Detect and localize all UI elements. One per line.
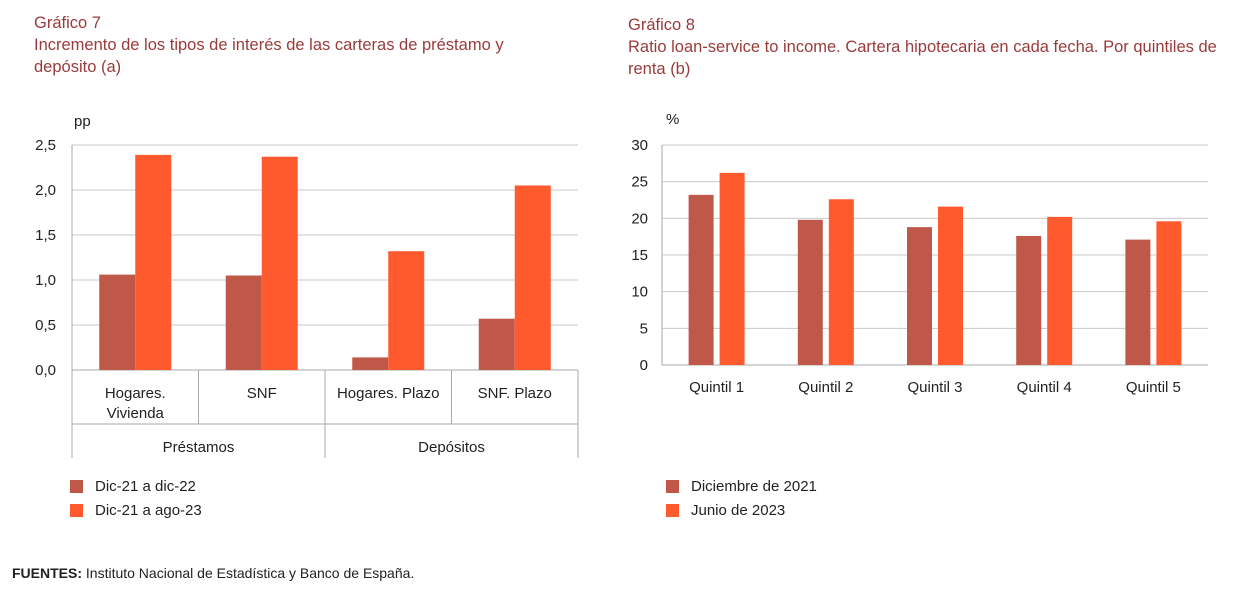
legend-label: Dic-21 a dic-22	[95, 477, 196, 495]
bar	[478, 318, 515, 370]
bar	[514, 185, 551, 370]
bar	[135, 154, 172, 370]
bar-chart-8: 0 5 10 15 20 25 30% Quintil 1 Quintil 2 Quintil 3…	[631, 111, 1208, 396]
bar	[688, 194, 714, 365]
chart-panel-8: Gráfico 8 Ratio loan-service to income. …	[620, 0, 1260, 540]
sources-label: FUENTES:	[12, 565, 82, 581]
y-tick-label: 15	[631, 247, 648, 264]
chart-title-text: Incremento de los tipos de interés de la…	[34, 36, 504, 76]
bar	[907, 227, 932, 365]
bar	[797, 219, 823, 365]
legend-swatch	[70, 503, 83, 517]
chart-title-7: Gráfico 7 Incremento de los tipos de int…	[34, 12, 554, 78]
legend-label: Junio de 2023	[691, 501, 786, 519]
chart-title-8: Gráfico 8 Ratio loan-service to income. …	[628, 14, 1228, 80]
x-tick-label: Quintil 2	[798, 379, 853, 396]
x-tick-label: Vivienda	[107, 405, 165, 422]
y-tick-label: 25	[631, 174, 648, 191]
y-tick-label: 20	[631, 210, 648, 227]
x-tick-label: Quintil 1	[689, 379, 744, 396]
bar	[388, 251, 425, 370]
bar	[352, 357, 389, 370]
y-axis-unit: pp	[74, 113, 91, 130]
legend-7: Dic-21 a dic-22 Dic-21 a ago-23	[70, 474, 202, 522]
legend-item: Dic-21 a dic-22	[70, 474, 202, 498]
legend-label: Diciembre de 2021	[691, 477, 817, 495]
x-tick-label: Quintil 3	[907, 379, 962, 396]
bar	[99, 274, 136, 370]
legend-swatch	[666, 479, 679, 493]
legend-8: Diciembre de 2021 Junio de 2023	[666, 474, 817, 522]
y-tick-label: 1,5	[35, 227, 56, 244]
x-tick-label: Quintil 5	[1126, 379, 1181, 396]
y-tick-label: 0,0	[35, 362, 56, 379]
y-tick-label: 1,0	[35, 272, 56, 289]
bar	[938, 206, 963, 365]
bar	[828, 199, 854, 365]
x-tick-label: Quintil 4	[1017, 379, 1072, 396]
y-tick-label: 2,5	[35, 137, 56, 154]
y-tick-label: 10	[631, 284, 648, 301]
chart-number: Gráfico 7	[34, 14, 101, 32]
bar	[1156, 221, 1182, 365]
y-axis-unit: %	[666, 111, 679, 128]
x-tick-label: Hogares.	[105, 385, 166, 402]
y-tick-label: 0	[640, 357, 648, 374]
x-tick-label: SNF. Plazo	[478, 385, 552, 402]
legend-item: Junio de 2023	[666, 498, 817, 522]
bar	[1047, 216, 1073, 365]
sources-note: FUENTES: Instituto Nacional de Estadísti…	[12, 565, 414, 581]
legend-item: Dic-21 a ago-23	[70, 498, 202, 522]
bar	[1125, 239, 1151, 365]
legend-item: Diciembre de 2021	[666, 474, 817, 498]
bar	[261, 156, 298, 370]
chart-number: Gráfico 8	[628, 16, 695, 34]
y-tick-label: 2,0	[35, 182, 56, 199]
group-label: Depósitos	[418, 439, 485, 456]
y-tick-label: 5	[640, 320, 648, 337]
bar	[225, 275, 262, 370]
x-tick-label: Hogares. Plazo	[337, 385, 440, 402]
chart-title-text: Ratio loan-service to income. Cartera hi…	[628, 38, 1217, 78]
chart-panel-7: Gráfico 7 Incremento de los tipos de int…	[0, 0, 620, 540]
legend-swatch	[666, 503, 679, 517]
x-tick-label: SNF	[247, 385, 277, 402]
legend-label: Dic-21 a ago-23	[95, 501, 202, 519]
bar	[719, 172, 745, 365]
bar	[1016, 235, 1042, 365]
bar-chart-7: 0,0 0,5 1,0 1,5 2,0 2,5 pp Hogares. Vivienda SNF H…	[35, 113, 579, 458]
group-label: Préstamos	[163, 439, 235, 456]
sources-text: Instituto Nacional de Estadística y Banc…	[85, 565, 415, 581]
y-tick-label: 0,5	[35, 317, 56, 334]
legend-swatch	[70, 479, 83, 493]
y-tick-label: 30	[631, 137, 648, 154]
